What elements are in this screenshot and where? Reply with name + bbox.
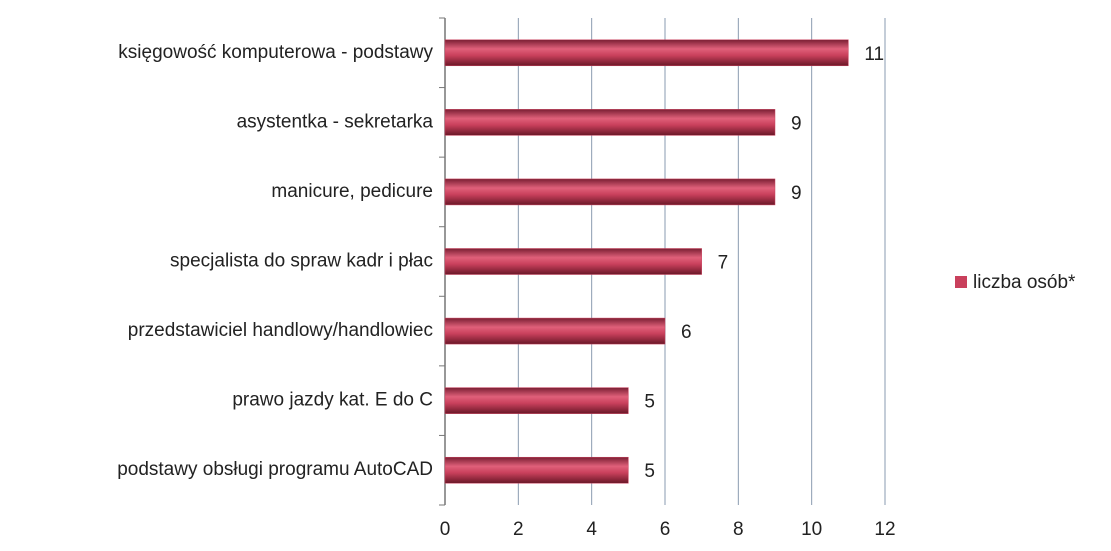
bar (444, 317, 666, 345)
x-tick-label: 12 (874, 519, 895, 540)
y-tick-label: przedstawiciel handlowy/handlowiec (128, 320, 433, 341)
data-label: 5 (644, 392, 655, 413)
legend-label: liczba osób* (973, 272, 1076, 293)
y-tick-label: podstawy obsługi programu AutoCAD (117, 459, 433, 480)
bar (444, 387, 629, 414)
data-label: 6 (681, 322, 692, 343)
data-label: 7 (718, 253, 729, 274)
x-tick-label: 6 (660, 519, 671, 540)
bar (444, 39, 849, 67)
data-label: 9 (791, 183, 802, 204)
x-tick-label: 8 (733, 519, 744, 540)
y-tick-label: manicure, pedicure (271, 181, 433, 202)
data-label: 9 (791, 113, 802, 134)
legend-swatch (955, 276, 967, 288)
bar (444, 248, 702, 275)
bar (444, 109, 776, 136)
data-label: 5 (644, 461, 655, 482)
x-tick-label: 4 (586, 519, 597, 540)
data-label: 11 (864, 44, 884, 65)
bar (444, 178, 776, 206)
y-tick-label: prawo jazdy kat. E do C (232, 390, 433, 411)
x-tick-label: 10 (801, 519, 822, 540)
y-tick-label: księgowość komputerowa - podstawy (118, 42, 433, 63)
y-tick-label: asystentka - sekretarka (237, 111, 434, 132)
x-tick-label: 2 (513, 519, 524, 540)
y-tick-label: specjalista do spraw kadr i płac (170, 251, 433, 272)
x-tick-label: 0 (440, 519, 451, 540)
bar (444, 456, 629, 484)
